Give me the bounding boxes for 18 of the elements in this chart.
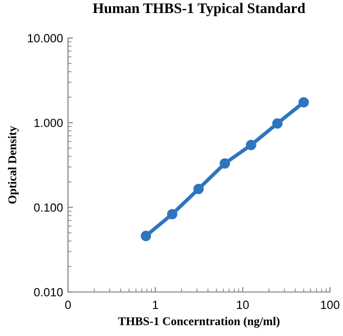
y-tick-label: 0.010 [34, 288, 63, 296]
point [166, 208, 178, 220]
point [246, 140, 256, 150]
x-tick-label: 10 [237, 300, 249, 310]
chart-title: Human THBS-1 Typical Standard [92, 2, 306, 16]
x-axis-title: THBS-1 Concerntration (ng/ml) [118, 316, 280, 328]
y-axis-title: Optical Density [8, 126, 19, 204]
point [220, 158, 230, 169]
x-tick-label: 0 [65, 300, 71, 310]
point [272, 118, 283, 129]
y-tick-label: 0.100 [34, 203, 63, 212]
x-tick-label: 100 [321, 300, 340, 310]
x-tick-label: 1 [152, 300, 158, 309]
y-tick-label: 1.000 [34, 118, 63, 128]
y-tick-label: 10.000 [28, 34, 63, 42]
point [140, 230, 152, 242]
point [193, 184, 204, 194]
point [298, 97, 309, 108]
